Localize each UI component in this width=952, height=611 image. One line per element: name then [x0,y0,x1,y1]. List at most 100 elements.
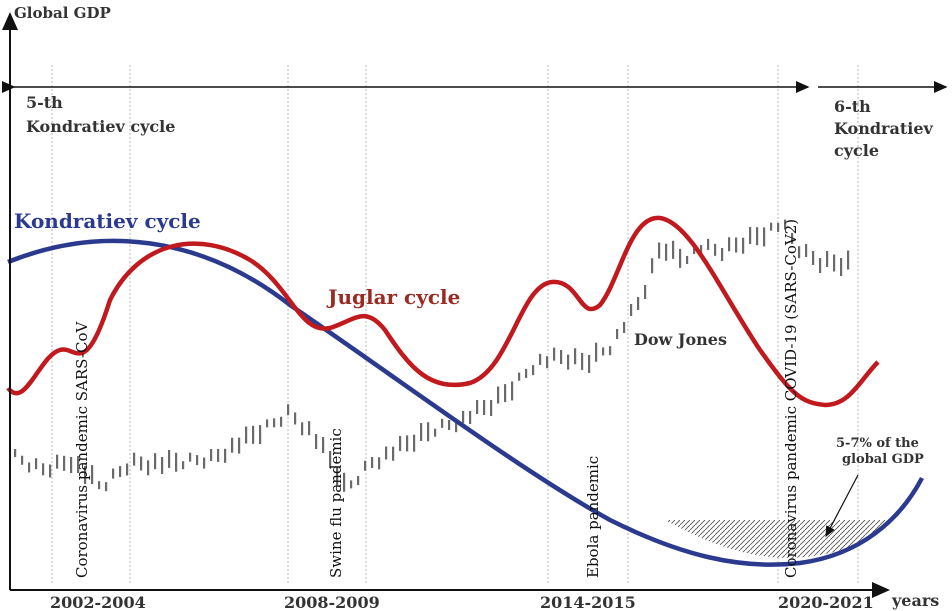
dow-candle [553,347,556,361]
dow-candle [791,232,794,244]
dow-candle [273,418,276,428]
dow-candle [189,452,192,462]
dow-candle [420,423,423,441]
dow-candle [686,256,689,264]
dow-candle [280,416,283,427]
dow-candle [469,411,472,424]
dow-candle [217,448,220,462]
dow-candle [518,372,521,381]
dow-candle [721,248,724,262]
dow-candle [441,418,444,428]
dow-candle [301,422,304,436]
dow-candle [784,219,787,230]
pandemic-label-sars: Coronavirus pandemic SARS-CoV [73,320,91,578]
dow-candle [84,466,87,485]
dow-candle [847,250,850,270]
dow-candle [126,463,129,476]
dow-candle [504,384,507,403]
dow-candle [385,446,388,460]
dow-candle [203,457,206,469]
dow-candle [112,468,115,479]
dow-candle [231,437,234,453]
dow-candle [14,449,17,457]
dow-candle [434,428,437,437]
dow-candle [406,435,409,452]
dow-candle [210,449,213,461]
dow-candle [364,460,367,471]
dow-candle [476,400,479,414]
dow-candle [329,451,332,468]
period-5th-label-line2: Kondratiev cycle [26,117,175,136]
gdp-loss-label-line2: global GDP [842,452,924,467]
dow-candle [427,422,430,442]
period-6th-label-line3: cycle [834,141,879,160]
dow-candle [679,248,682,268]
x-tick-label: 2002-2004 [50,593,146,611]
dow-candle [742,237,745,254]
dow-candle [245,426,248,444]
dow-candle [637,297,640,310]
dow-candle [266,419,269,428]
dow-candle [840,258,843,276]
dow-candle [756,227,759,246]
dow-candle [609,346,612,356]
dow-candle [602,347,605,356]
dow-candle [378,457,381,470]
dow-candle [175,452,178,472]
dow-candle [287,404,290,416]
dow-candle [350,480,353,489]
gdp-loss-label-line1: 5-7% of the [836,436,919,451]
dow-candle [357,476,360,486]
dow-candle [651,258,654,274]
dow-candle [588,354,591,373]
dow-candle [343,472,346,492]
dow-candle [630,304,633,316]
dow-candle [546,356,549,369]
dow-candle [140,456,143,471]
dow-candle [693,245,696,254]
dow-candle [826,251,829,267]
dow-candle [833,254,836,272]
dow-candle [147,460,150,476]
dow-candle [798,246,801,259]
dow-candle [413,434,416,452]
x-tick-label: 2008-2009 [284,593,380,611]
dow-candle [56,454,59,469]
gridlines [51,65,859,585]
period-5th-label: 5-th [26,93,63,112]
dow-candle [224,448,227,463]
dow-candle [63,455,66,471]
dow-candle [252,425,255,444]
dow-jones-series [14,219,850,492]
x-tick-label: 2014-2015 [540,593,636,611]
dow-candle [35,458,38,470]
dow-candle [119,466,122,478]
dow-candle [161,457,164,475]
dow-candle [462,411,465,423]
dow-candle [623,322,626,333]
pandemic-label-ebola: Ebola pandemic [584,456,602,578]
dow-candle [714,243,717,256]
dow-candle [567,354,570,370]
dow-candle [763,227,766,247]
pandemic-label-covid: Coronavirus pandemic COVID-19 (SARS-CoV2… [782,219,800,578]
dow-candle [665,243,668,261]
dow-candle [490,400,493,416]
dow-candle [455,421,458,433]
dow-candle [259,425,262,445]
juglar-curve [6,215,880,408]
dow-candle [392,446,395,461]
dow-candle [399,435,402,451]
dow-candle [595,342,598,362]
dow-candle [560,350,563,364]
dow-candle [336,467,339,486]
dow-candle [483,400,486,415]
dow-candle [168,449,171,468]
x-axis-label: years [891,591,939,610]
x-tick-label: 2020-2021 [778,593,874,611]
y-axis-label: Global GDP [14,4,111,22]
dow-candle [497,386,500,404]
dow-candle [21,455,24,465]
dow-candle [812,251,815,265]
